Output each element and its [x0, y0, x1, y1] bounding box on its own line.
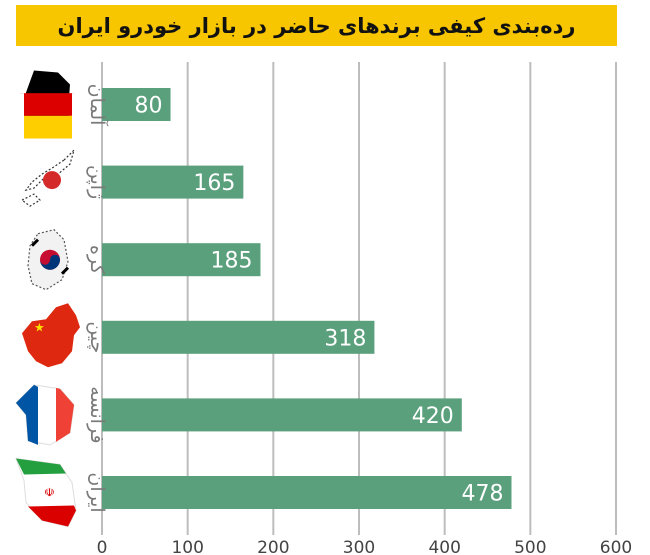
- bar-value-label: 80: [135, 94, 163, 119]
- iran-map-flag-icon: ☫: [15, 457, 77, 528]
- title-bar: رده‌بندی کیفی برندهای حاضر در بازار خودر…: [16, 5, 617, 46]
- bar-value-label: 420: [412, 404, 454, 429]
- category-label: چین: [86, 321, 108, 353]
- bars: 80 165 185 318 420 478: [102, 88, 512, 509]
- japan-map-flag-icon: [20, 148, 76, 207]
- flag-icons: ★☫: [15, 70, 80, 528]
- france-map-flag-icon: [15, 384, 75, 446]
- bar-value-label: 185: [210, 249, 252, 274]
- x-axis-ticks: 0 100 200 300 400 500 600: [97, 538, 633, 555]
- category-label: کره: [86, 245, 108, 275]
- germany-map-flag-icon: [18, 70, 78, 139]
- bar: [102, 165, 244, 199]
- svg-text:★: ★: [34, 320, 45, 334]
- x-tick-label: 400: [428, 538, 460, 555]
- category-label: ژاپن: [86, 165, 108, 199]
- bar-value-label: 165: [193, 171, 235, 196]
- x-tick-label: 300: [343, 538, 375, 555]
- bar-value-label: 478: [461, 482, 503, 507]
- bar: [102, 398, 462, 432]
- category-label: ایران: [86, 472, 108, 512]
- gridlines: [101, 62, 617, 535]
- bar: [102, 320, 375, 354]
- bar: [102, 88, 171, 121]
- category-labels: آلمان ژاپن کره چین فرانسه ایران: [86, 84, 110, 513]
- chart-title: رده‌بندی کیفی برندهای حاضر در بازار خودر…: [57, 13, 576, 38]
- x-tick-label: 500: [514, 538, 546, 555]
- bar-value-label: 318: [324, 326, 366, 351]
- x-tick-label: 600: [600, 538, 632, 555]
- svg-text:☫: ☫: [44, 486, 55, 500]
- x-tick-label: 200: [257, 538, 289, 555]
- bar: [102, 476, 512, 509]
- china-map-flag-icon: ★: [22, 303, 80, 368]
- korea-map-flag-icon: [27, 229, 70, 291]
- x-tick-label: 100: [171, 538, 203, 555]
- category-label: آلمان: [86, 84, 110, 127]
- category-label: فرانسه: [86, 386, 108, 443]
- bar: [102, 243, 261, 277]
- x-tick-label: 0: [97, 538, 108, 555]
